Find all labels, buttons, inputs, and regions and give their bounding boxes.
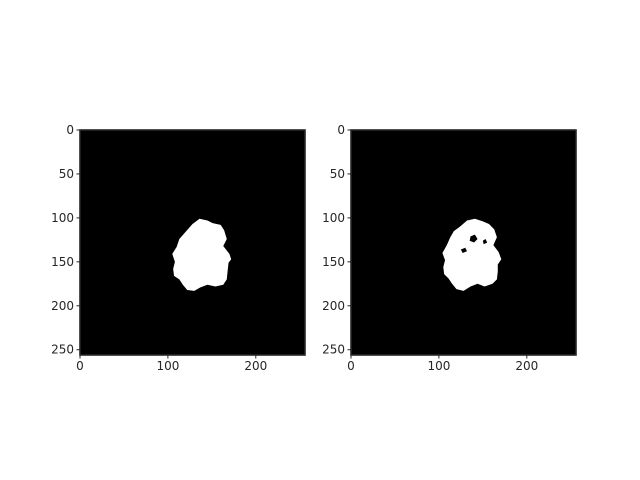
- x-tick-label: 200: [244, 359, 267, 373]
- y-tick-label: 250: [51, 343, 74, 357]
- y-tick-label: 100: [322, 211, 345, 225]
- y-tick-label: 100: [51, 211, 74, 225]
- y-tick-label: 200: [51, 299, 74, 313]
- y-tick-label: 0: [337, 123, 345, 137]
- x-tick-label: 200: [515, 359, 538, 373]
- y-tick-label: 50: [59, 167, 74, 181]
- y-tick-label: 50: [330, 167, 345, 181]
- axes-frame: [79, 129, 306, 356]
- x-tick-label: 100: [156, 359, 179, 373]
- y-tick-label: 150: [322, 255, 345, 269]
- segmentation-mask: [442, 218, 502, 291]
- axes-frame: [350, 129, 577, 356]
- y-tick-label: 0: [66, 123, 74, 137]
- x-tick-label: 100: [427, 359, 450, 373]
- y-tick-label: 250: [322, 343, 345, 357]
- y-tick-label: 200: [322, 299, 345, 313]
- x-tick-label: 0: [347, 359, 355, 373]
- x-tick-label: 0: [76, 359, 84, 373]
- segmentation-mask: [172, 218, 232, 291]
- y-tick-label: 150: [51, 255, 74, 269]
